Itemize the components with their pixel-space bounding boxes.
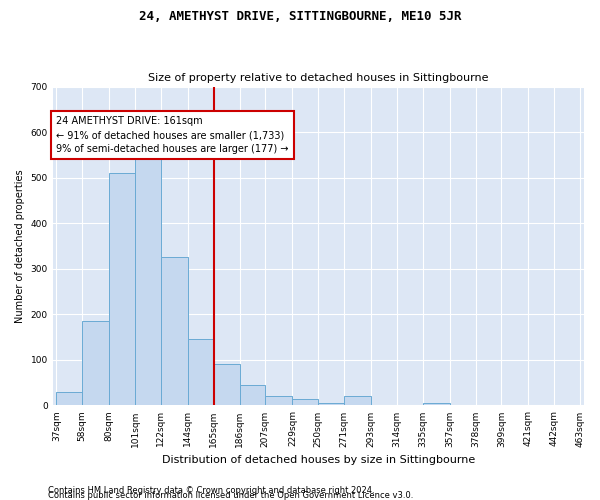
X-axis label: Distribution of detached houses by size in Sittingbourne: Distribution of detached houses by size …: [161, 455, 475, 465]
Bar: [344, 396, 371, 406]
Bar: [265, 396, 292, 406]
Bar: [239, 385, 265, 406]
Title: Size of property relative to detached houses in Sittingbourne: Size of property relative to detached ho…: [148, 73, 488, 83]
Bar: [292, 398, 318, 406]
Bar: [161, 258, 188, 406]
Bar: [135, 150, 161, 406]
Bar: [214, 364, 239, 406]
Text: Contains HM Land Registry data © Crown copyright and database right 2024.: Contains HM Land Registry data © Crown c…: [48, 486, 374, 495]
Text: Contains public sector information licensed under the Open Government Licence v3: Contains public sector information licen…: [48, 491, 413, 500]
Bar: [82, 321, 109, 406]
Bar: [188, 340, 214, 406]
Text: 24 AMETHYST DRIVE: 161sqm
← 91% of detached houses are smaller (1,733)
9% of sem: 24 AMETHYST DRIVE: 161sqm ← 91% of detac…: [56, 116, 289, 154]
Y-axis label: Number of detached properties: Number of detached properties: [15, 169, 25, 323]
Text: 24, AMETHYST DRIVE, SITTINGBOURNE, ME10 5JR: 24, AMETHYST DRIVE, SITTINGBOURNE, ME10 …: [139, 10, 461, 23]
Bar: [56, 392, 82, 406]
Bar: [109, 173, 135, 406]
Bar: [318, 403, 344, 406]
Bar: [422, 403, 450, 406]
